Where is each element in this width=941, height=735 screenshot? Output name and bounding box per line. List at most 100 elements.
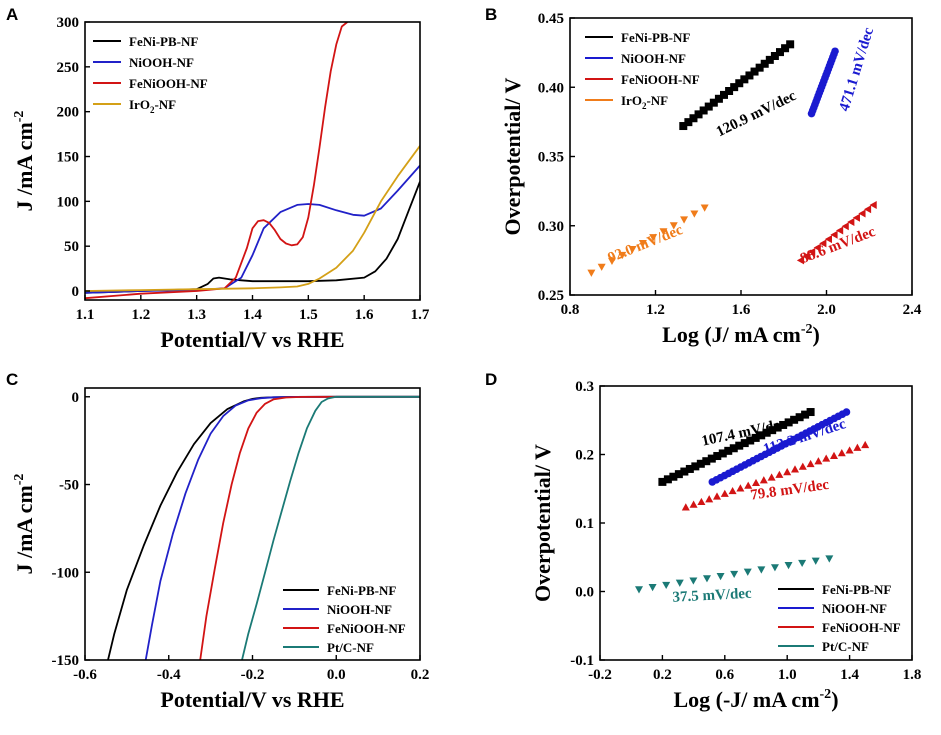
data-point bbox=[697, 497, 706, 506]
data-point bbox=[669, 222, 678, 230]
data-point bbox=[841, 222, 849, 231]
x-axis-label: Potential/V vs RHE bbox=[160, 327, 344, 352]
data-point bbox=[813, 243, 821, 252]
legend-entry: NiOOH-NF bbox=[327, 602, 392, 617]
data-point bbox=[863, 205, 872, 214]
panel-letter: B bbox=[485, 5, 497, 24]
slope-annotation: 471.1 mV/dec bbox=[837, 25, 878, 113]
x-tick-label: 0.8 bbox=[561, 302, 580, 318]
y-tick-label: 0 bbox=[72, 390, 80, 406]
panel-c: C -0.6 -0.4 -0.2 0.0 0.2 0 -50 -100 -150 Potential… bbox=[6, 370, 429, 712]
x-tick-label: 0.0 bbox=[327, 667, 346, 683]
legend-entry: Pt/C-NF bbox=[327, 640, 374, 655]
series-1 bbox=[708, 408, 851, 486]
data-point bbox=[811, 557, 820, 565]
x-tick-label: 2.4 bbox=[903, 302, 922, 318]
series-1 bbox=[807, 47, 839, 118]
y-tick-label: 0.40 bbox=[538, 80, 564, 96]
x-tick-label: 1.4 bbox=[840, 667, 859, 683]
data-point bbox=[648, 584, 657, 592]
legend-entry: FeNi-PB-NF bbox=[621, 30, 690, 45]
data-point bbox=[700, 204, 709, 212]
x-axis-label-close: ) bbox=[831, 687, 838, 712]
legend-label: NiOOH-NF bbox=[129, 55, 194, 70]
data-point bbox=[861, 440, 870, 449]
data-point bbox=[775, 470, 784, 478]
data-point bbox=[830, 451, 838, 459]
y-tick-label: 0.2 bbox=[575, 448, 594, 464]
panel-letter: C bbox=[6, 370, 18, 389]
legend-entry: Pt/C-NF bbox=[822, 639, 869, 654]
data-point bbox=[759, 476, 768, 484]
y-tick-label: -150 bbox=[52, 653, 80, 669]
data-point bbox=[681, 503, 690, 511]
x-tick-label: 1.5 bbox=[299, 307, 318, 323]
y-tick-label: 100 bbox=[57, 194, 80, 210]
x-tick-label: 1.7 bbox=[411, 307, 430, 323]
series-2 bbox=[796, 200, 877, 265]
series-line-2 bbox=[199, 395, 420, 660]
legend-label: FeNi-PB-NF bbox=[822, 582, 891, 597]
x-tick-label: 1.0 bbox=[778, 667, 797, 683]
data-point bbox=[835, 226, 844, 235]
panel-letter: D bbox=[485, 370, 497, 389]
legend-entry: FeNi-PB-NF bbox=[822, 582, 891, 597]
data-point bbox=[858, 209, 866, 218]
y-tick-label: 250 bbox=[57, 60, 80, 76]
legend-label: Pt/C-NF bbox=[822, 639, 869, 654]
series-line-3 bbox=[241, 395, 420, 660]
data-point bbox=[728, 486, 737, 495]
data-point bbox=[853, 443, 862, 451]
data-point bbox=[638, 240, 647, 248]
legend-label: Pt/C-NF bbox=[327, 640, 374, 655]
y-axis-label: Overpotential/ V bbox=[530, 444, 555, 602]
x-tick-label: -0.2 bbox=[588, 667, 612, 683]
slope-annotation: 92.0 mV/dec bbox=[606, 222, 686, 267]
data-point bbox=[767, 473, 776, 481]
legend-entry: FeNiOOH-NF bbox=[822, 620, 901, 635]
x-axis-label-sup: -2 bbox=[801, 322, 813, 337]
x-tick-label: 1.3 bbox=[187, 307, 206, 323]
x-axis-label: Log (J/ mA cm-2) bbox=[662, 322, 820, 347]
data-point bbox=[713, 492, 721, 500]
series-3 bbox=[635, 555, 834, 594]
x-tick-label: 1.8 bbox=[903, 667, 922, 683]
legend-label: FeNiOOH-NF bbox=[621, 72, 700, 87]
legend-label: FeNi-PB-NF bbox=[621, 30, 690, 45]
data-point bbox=[736, 484, 745, 492]
legend-label: NiOOH-NF bbox=[621, 51, 686, 66]
y-tick-label: 0.35 bbox=[538, 150, 564, 166]
data-point bbox=[587, 269, 596, 277]
legend-entry: FeNiOOH-NF bbox=[327, 621, 406, 636]
legend-entry: FeNiOOH-NF bbox=[621, 72, 700, 87]
data-point bbox=[649, 234, 658, 242]
legend-entry: FeNi-PB-NF bbox=[327, 583, 396, 598]
y-tick-label: 300 bbox=[57, 15, 80, 31]
y-axis-label-sup: -2 bbox=[12, 111, 27, 123]
data-point bbox=[798, 559, 807, 568]
data-point bbox=[628, 245, 637, 254]
plot-area bbox=[635, 408, 870, 594]
legend-entry: NiOOH-NF bbox=[129, 55, 194, 70]
data-point bbox=[757, 566, 766, 574]
data-point bbox=[806, 408, 815, 417]
x-tick-label: 1.2 bbox=[131, 307, 150, 323]
y-axis-label-main: J /mA cm bbox=[12, 122, 37, 211]
x-tick-label: 0.2 bbox=[411, 667, 430, 683]
legend-entry: FeNi-PB-NF bbox=[129, 34, 198, 49]
data-point bbox=[802, 252, 810, 261]
x-tick-label: -0.6 bbox=[73, 667, 97, 683]
data-point bbox=[819, 239, 827, 248]
y-tick-label: 0.1 bbox=[575, 516, 594, 532]
legend-label: NiOOH-NF bbox=[327, 602, 392, 617]
legend-label-main: IrO bbox=[129, 97, 150, 112]
x-axis-label: Log (-J/ mA cm-2) bbox=[673, 687, 838, 712]
y-axis-label-sup: -2 bbox=[12, 474, 27, 486]
data-point bbox=[752, 478, 760, 487]
x-tick-label: 1.1 bbox=[76, 307, 95, 323]
y-tick-label: 0 bbox=[72, 284, 80, 300]
data-point bbox=[680, 216, 689, 224]
data-point bbox=[824, 235, 833, 244]
